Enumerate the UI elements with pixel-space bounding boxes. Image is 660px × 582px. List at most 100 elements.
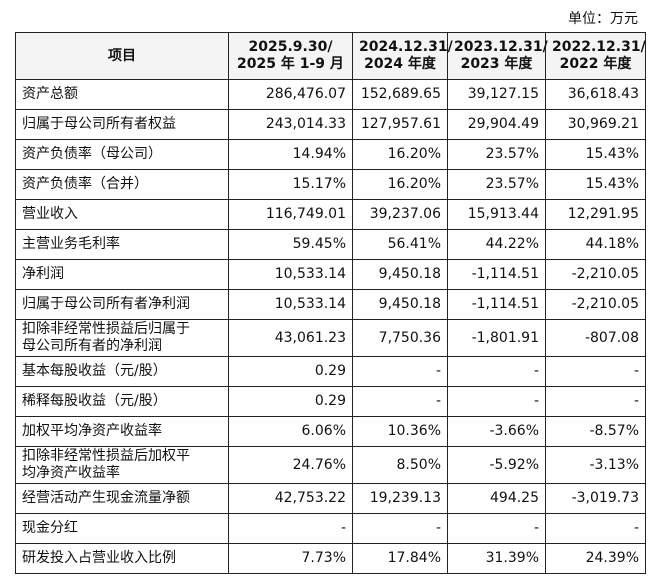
value-cell: - (447, 356, 546, 387)
value-cell: 152,689.65 (352, 79, 448, 110)
value-cell: 24.39% (545, 543, 646, 574)
row-label: 归属于母公司所有者权益 (15, 109, 229, 140)
table-row: 经营活动产生现金流量净额 42,753.22 19,239.13 494.25 -3,0… (15, 483, 646, 514)
header-line: 2024 年度 (364, 56, 436, 72)
label-line: 加权平均净资产收益率 (22, 423, 162, 439)
header-line: 2024.12.31/ (359, 39, 453, 55)
value-cell: 9,450.18 (352, 289, 448, 320)
data-table: 项目 2025.9.30/2025 年 1-9 月 2024.12.31/2024 … (15, 32, 646, 574)
header-cell: 2025.9.30/2025 年 1-9 月 (228, 32, 353, 80)
row-label: 现金分红 (15, 513, 229, 544)
value-cell: 9,450.18 (352, 259, 448, 290)
row-label: 资产负债率（合并） (15, 169, 229, 200)
row-label: 稀释每股收益（元/股） (15, 386, 229, 417)
row-label: 研发投入占营业收入比例 (15, 543, 229, 574)
value-cell: 44.18% (545, 229, 646, 260)
row-label: 资产总额 (15, 79, 229, 110)
value-cell: -5.92% (447, 446, 546, 484)
value-cell: 0.29 (228, 356, 353, 387)
value-cell: 29,904.49 (447, 109, 546, 140)
label-line: 基本每股收益（元/股） (22, 363, 167, 379)
value-cell: 243,014.33 (228, 109, 353, 140)
label-line: 归属于母公司所有者权益 (22, 116, 176, 132)
value-cell: 0.29 (228, 386, 353, 417)
label-line: 现金分红 (22, 520, 78, 536)
value-cell: 7.73% (228, 543, 353, 574)
label-line: 营业收入 (22, 206, 78, 222)
value-cell: 10.36% (352, 416, 448, 447)
value-cell: 116,749.01 (228, 199, 353, 230)
row-label: 归属于母公司所有者净利润 (15, 289, 229, 320)
value-cell: 44.22% (447, 229, 546, 260)
table-row: 资产负债率（母公司） 14.94% 16.20% 23.57% 15.43% (15, 139, 646, 170)
value-cell: 16.20% (352, 139, 448, 170)
header-line: 2025 年 1-9 月 (237, 56, 344, 72)
row-label: 经营活动产生现金流量净额 (15, 483, 229, 514)
label-line: 扣除非经常性损益后加权平 (22, 448, 190, 464)
value-cell: 15,913.44 (447, 199, 546, 230)
value-cell: 24.76% (228, 446, 353, 484)
value-cell: 17.84% (352, 543, 448, 574)
label-line: 研发投入占营业收入比例 (22, 550, 176, 566)
table-row: 归属于母公司所有者权益 243,014.33 127,957.61 29,904.49… (15, 109, 646, 140)
table-row: 稀释每股收益（元/股） 0.29- - - (15, 386, 646, 417)
header-cell: 2022.12.31/2022 年度 (545, 32, 646, 80)
value-cell: 39,237.06 (352, 199, 448, 230)
value-cell: 15.43% (545, 169, 646, 200)
value-cell: - (447, 513, 546, 544)
value-cell: 36,618.43 (545, 79, 646, 110)
row-label: 净利润 (15, 259, 229, 290)
label-line: 资产总额 (22, 86, 78, 102)
value-cell: - (352, 356, 448, 387)
value-cell: -1,801.91 (447, 319, 546, 357)
header-cell: 2024.12.31/2024 年度 (352, 32, 453, 80)
value-cell: 6.06% (228, 416, 353, 447)
row-label: 扣除非经常性损益后加权平 均净资产收益率 (15, 446, 229, 484)
table-row: 归属于母公司所有者净利润 10,533.14 9,450.18 -1,114.51 -2… (15, 289, 646, 320)
row-label: 营业收入 (15, 199, 229, 230)
value-cell: 39,127.15 (447, 79, 546, 110)
label-line: 经营活动产生现金流量净额 (22, 490, 190, 506)
value-cell: -1,114.51 (447, 289, 546, 320)
header-cell: 2023.12.31/2023 年度 (447, 32, 548, 80)
value-cell: -8.57% (545, 416, 646, 447)
value-cell: - (352, 386, 448, 417)
row-label: 主营业务毛利率 (15, 229, 229, 260)
value-cell: -3,019.73 (545, 483, 646, 514)
label-line: 母公司所有者的净利润 (22, 338, 162, 354)
value-cell: -3.66% (447, 416, 546, 447)
header-line: 2022 年度 (559, 56, 632, 72)
value-cell: - (545, 386, 646, 417)
value-cell: -807.08 (545, 319, 646, 357)
value-cell: 15.17% (228, 169, 353, 200)
table-row: 净利润 10,533.14 9,450.18 -1,114.51 -2,210.05 (15, 259, 646, 290)
value-cell: -2,210.05 (545, 289, 646, 320)
value-cell: 19,239.13 (352, 483, 448, 514)
table-row: 加权平均净资产收益率 6.06% 10.36% -3.66% -8.57% (15, 416, 646, 447)
header-line: 2023 年度 (460, 56, 533, 72)
value-cell: 59.45% (228, 229, 353, 260)
value-cell: 12,291.95 (545, 199, 646, 230)
value-cell: 7,750.36 (352, 319, 448, 357)
value-cell: 16.20% (352, 169, 448, 200)
label-line: 资产负债率（母公司） (22, 146, 162, 162)
value-cell: -2,210.05 (545, 259, 646, 290)
table-body: 资产总额 286,476.07 152,689.65 39,127.15 36,618.… (15, 79, 646, 574)
value-cell: 10,533.14 (228, 259, 353, 290)
header-line: 2023.12.31/ (454, 39, 548, 55)
label-line: 稀释每股收益（元/股） (22, 393, 167, 409)
value-cell: 56.41% (352, 229, 448, 260)
row-label: 加权平均净资产收益率 (15, 416, 229, 447)
value-cell: - (352, 513, 448, 544)
header-line: 2022.12.31/ (552, 39, 646, 55)
value-cell: -3.13% (545, 446, 646, 484)
row-label: 资产负债率（母公司） (15, 139, 229, 170)
value-cell: 127,957.61 (352, 109, 448, 140)
header-line: 2025.9.30/ (248, 39, 333, 55)
value-cell: 286,476.07 (228, 79, 353, 110)
unit-label: 单位：万元 (568, 11, 638, 27)
value-cell: 42,753.22 (228, 483, 353, 514)
table-row: 扣除非经常性损益后加权平 均净资产收益率 24.76% 8.50% -5.92% -3.1… (15, 446, 646, 484)
table-row: 基本每股收益（元/股） 0.29- - - (15, 356, 646, 387)
